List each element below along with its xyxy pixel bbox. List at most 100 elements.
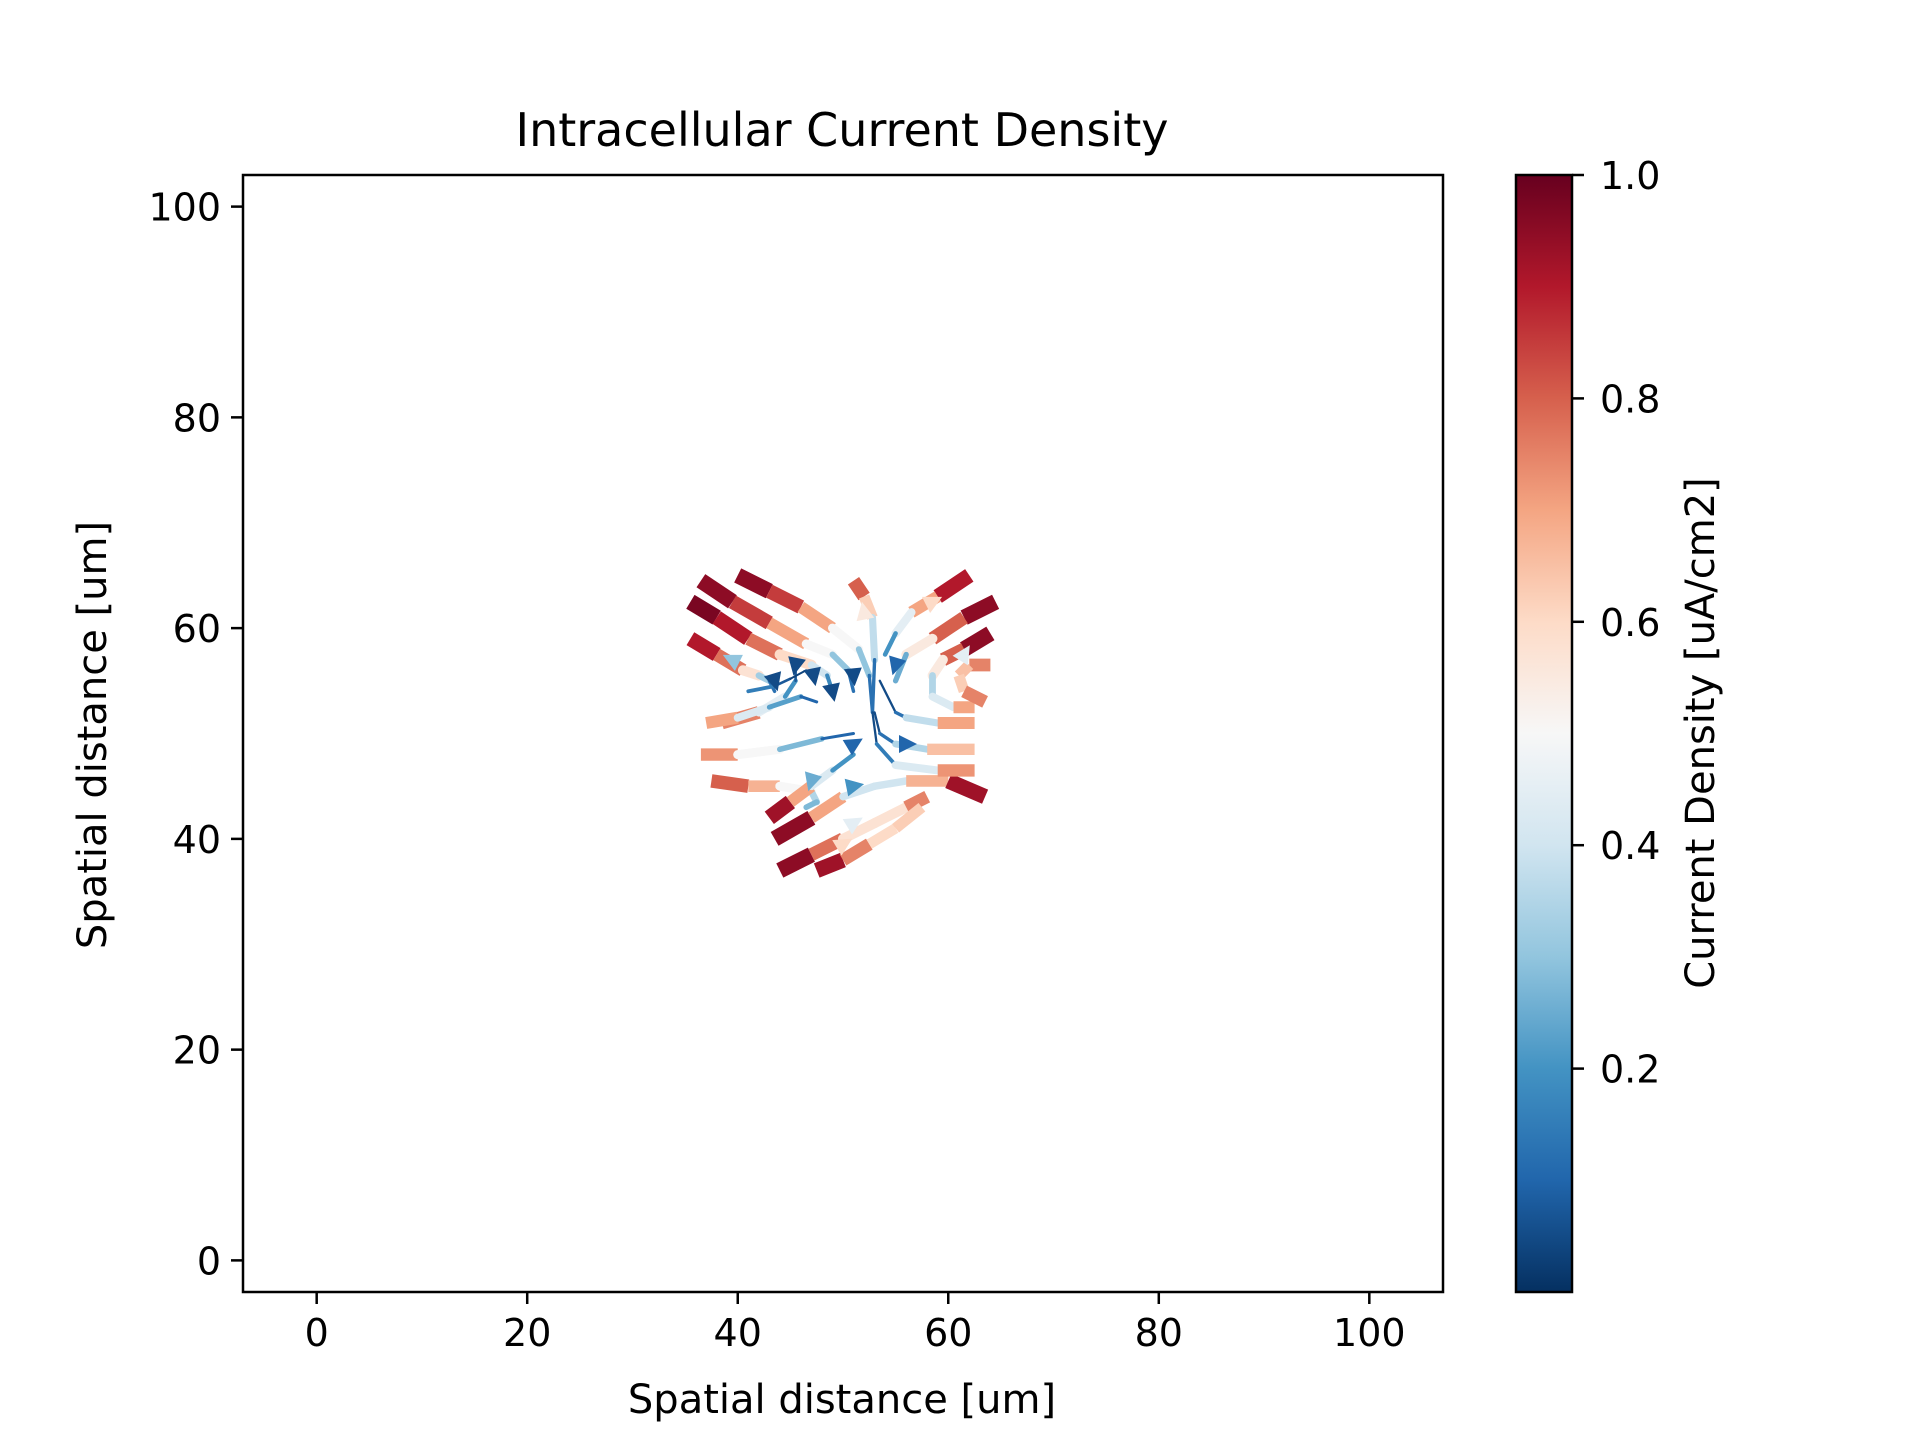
colorbar-ticks: 0.2 0.4 0.6 0.8 1.0: [1572, 154, 1660, 1092]
streamline-1-segment: [829, 651, 852, 674]
stream-arrow-9: [804, 771, 823, 792]
y-tick-label: 40: [173, 818, 221, 862]
colorbar-gradient: [1514, 173, 1574, 1294]
colorbar-label: Current Density [uA/cm2]: [1678, 477, 1724, 989]
x-tick-label: 40: [714, 1311, 762, 1355]
streamline-15-segment: [878, 679, 897, 714]
streamline-16-segment: [933, 569, 974, 603]
streamline-4-segment: [782, 678, 798, 699]
streamline-12-segment: [813, 852, 846, 878]
colorbar-tick-label: 0.4: [1600, 824, 1660, 868]
stream-arrow-0: [763, 671, 782, 692]
streamline-6-segment: [799, 695, 819, 704]
stream-arrow-5: [889, 655, 907, 676]
y-tick-label: 60: [173, 607, 221, 651]
stream-arrow-14: [842, 817, 863, 835]
streamline-16-segment: [891, 608, 916, 638]
stream-arrow-10: [722, 654, 743, 671]
streamline-13-segment: [891, 761, 942, 775]
streamline-19-segment: [961, 685, 988, 708]
streamline-13-segment: [847, 576, 870, 601]
y-tick-label: 0: [197, 1239, 221, 1283]
streamline-5-segment: [789, 669, 808, 680]
x-axis-label: Spatial distance [um]: [628, 1377, 1056, 1423]
streamline-6-segment: [705, 711, 739, 729]
streamline-15-segment: [902, 714, 942, 727]
plot-area: [241, 173, 1445, 1294]
streamline-12-segment: [866, 823, 899, 849]
x-tick-label: 0: [305, 1311, 329, 1355]
x-axis-ticks: 0 20 40 60 80 100: [305, 1292, 1406, 1355]
streamline-11-segment: [776, 847, 815, 878]
streamline-10-segment: [870, 777, 910, 790]
stream-arrows: [722, 596, 970, 856]
streamline-11-segment: [837, 818, 880, 844]
streamline-1-segment: [696, 574, 737, 609]
streamline-0-segment: [686, 594, 721, 625]
streamline-17-segment: [901, 633, 938, 660]
streamline-19-segment: [953, 673, 970, 694]
streamline-10-segment: [808, 791, 847, 823]
streamline-1-segment: [766, 617, 810, 650]
streamline-8-segment: [803, 799, 820, 811]
streamline-2-segment: [828, 623, 864, 654]
streamline-17-segment: [928, 611, 968, 645]
streamline-9-segment: [764, 795, 796, 824]
stream-arrow-3: [822, 682, 840, 702]
colorbar-tick-label: 0.2: [1600, 1048, 1660, 1092]
streamline-11-segment: [903, 790, 931, 814]
streamline-19-segment: [954, 661, 974, 680]
stream-arrow-8: [844, 778, 865, 797]
streamline-12-segment: [892, 803, 926, 833]
y-tick-label: 80: [173, 396, 221, 440]
streamline-11-segment: [869, 802, 912, 829]
streamline-0-segment: [745, 632, 783, 661]
streamline-17-segment: [892, 651, 909, 684]
stream-arrow-7: [899, 735, 917, 753]
streamline-1-segment: [728, 595, 773, 630]
streamline-0-segment: [712, 611, 753, 645]
streamline-10-segment: [945, 773, 989, 804]
y-axis-label: Spatial distance [um]: [70, 521, 116, 949]
stream-arrow-15: [832, 838, 853, 856]
streamlines: [686, 568, 1000, 878]
streamline-7-segment: [776, 735, 825, 753]
streamline-2-segment: [797, 602, 836, 634]
colorbar-tick-label: 0.8: [1600, 377, 1660, 421]
x-tick-label: 60: [924, 1311, 972, 1355]
streamline-13-segment: [870, 658, 877, 715]
streamline-3-segment: [686, 632, 721, 661]
stream-arrow-2: [803, 666, 821, 687]
streamline-12-segment: [839, 838, 873, 866]
plot-frame: [241, 173, 1445, 1294]
colorbar-tick-label: 0.6: [1600, 601, 1660, 645]
streamline-6-segment: [766, 694, 804, 710]
streamline-8-segment: [710, 774, 750, 793]
streamline-2-segment: [734, 568, 773, 599]
stream-arrow-1: [788, 656, 806, 676]
y-tick-label: 20: [173, 1029, 221, 1073]
streamline-14-segment: [873, 711, 881, 735]
streamline-2-segment: [766, 584, 805, 614]
colorbar: 0.2 0.4 0.6 0.8 1.0 Current Density [uA/cm2]: [1514, 154, 1724, 1294]
colorbar-tick-label: 1.0: [1600, 154, 1660, 198]
streamline-17-segment: [960, 594, 1000, 625]
streamline-10-segment: [770, 810, 816, 846]
streamline-2-segment: [855, 646, 873, 679]
streamline-16-segment: [882, 631, 898, 657]
y-tick-label: 100: [148, 186, 221, 230]
x-tick-label: 20: [503, 1311, 551, 1355]
streamline-1-segment: [801, 639, 837, 659]
streamline-6-segment: [733, 703, 774, 722]
streamline-13-segment: [871, 711, 878, 746]
stream-arrow-6: [842, 738, 863, 756]
streamline-9-segment: [830, 752, 856, 773]
streamline-13-segment: [868, 614, 879, 664]
chart-title: Intracellular Current Density: [516, 103, 1169, 157]
streamline-7-segment: [820, 732, 855, 741]
streamline-7-segment: [733, 744, 785, 760]
streamline-5-segment: [746, 684, 777, 694]
x-tick-label: 80: [1135, 1311, 1183, 1355]
stream-arrow-11: [856, 601, 875, 622]
